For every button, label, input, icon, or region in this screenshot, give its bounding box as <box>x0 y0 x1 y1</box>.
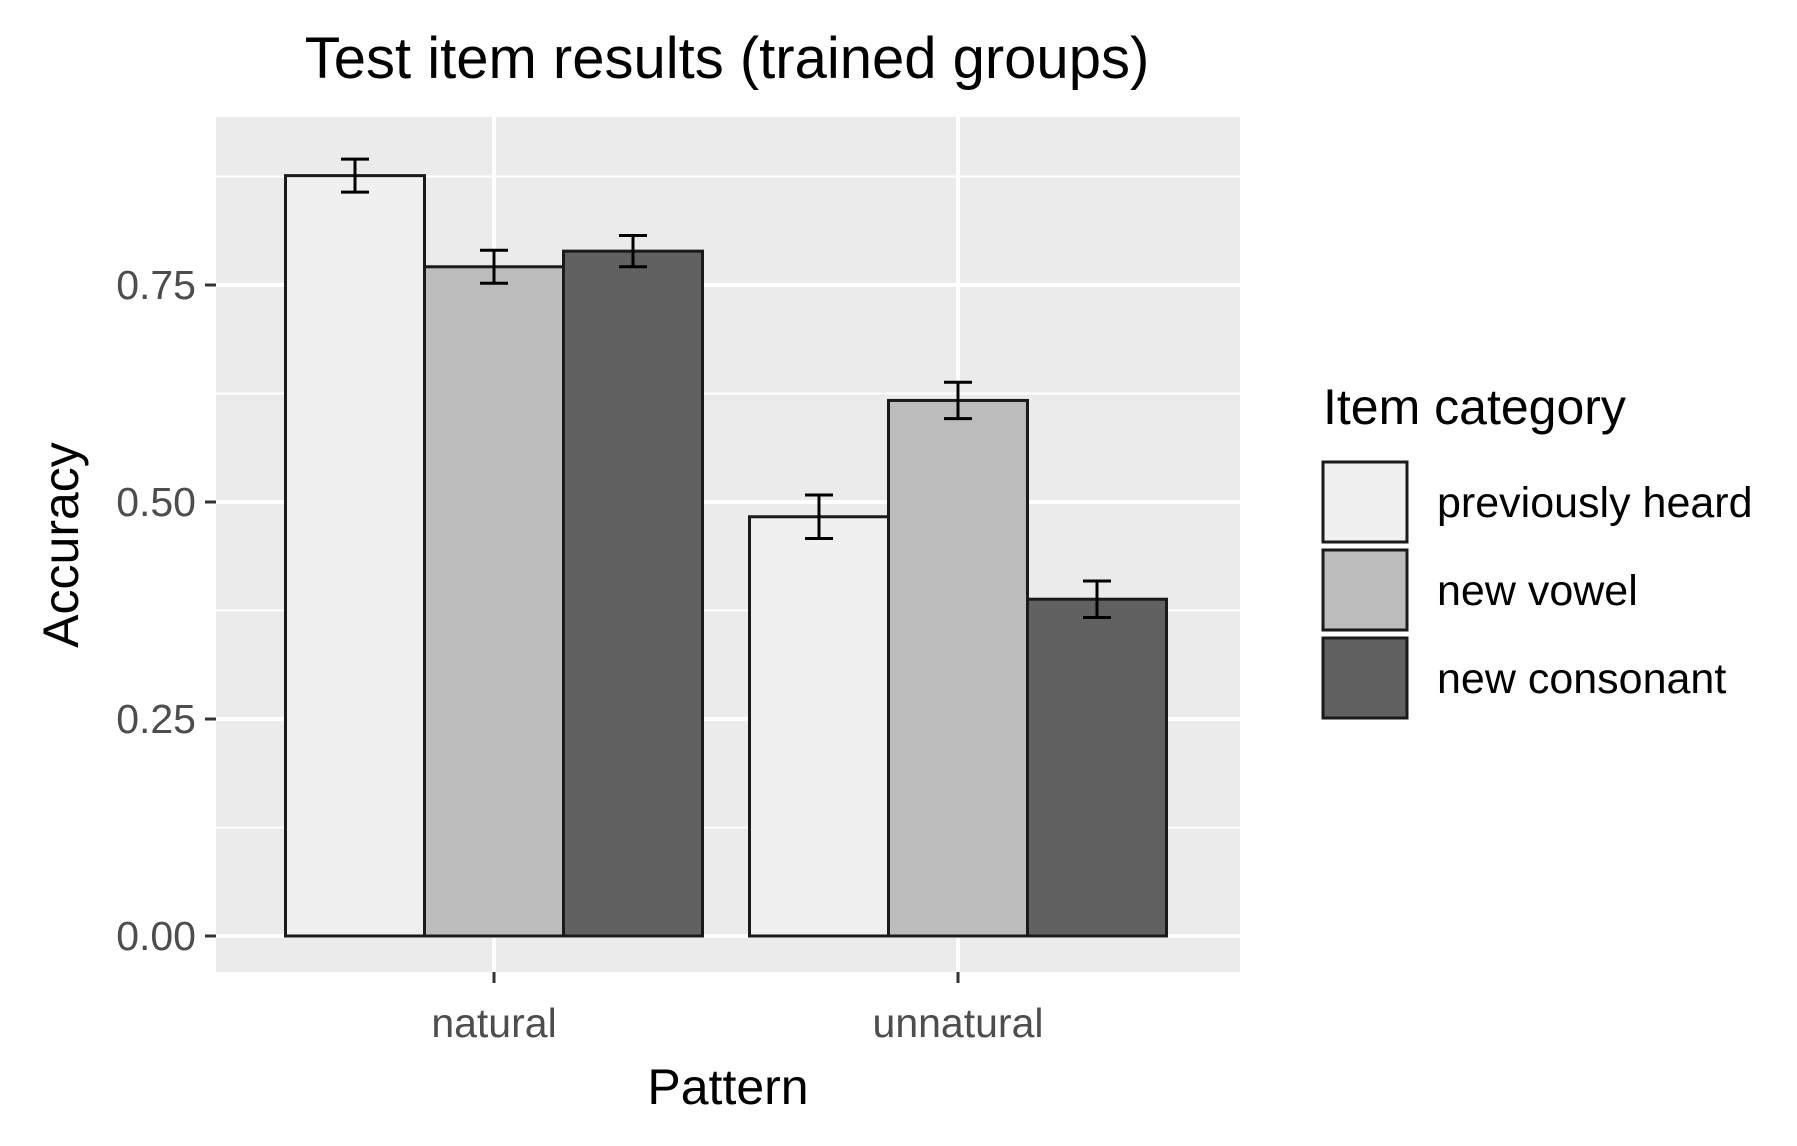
chart-title: Test item results (trained groups) <box>305 26 1150 91</box>
error-bar <box>944 380 972 421</box>
error-bar <box>341 157 369 194</box>
x-tick-label: unnatural <box>873 1000 1044 1046</box>
y-axis: 0.00 0.25 0.50 0.75 <box>116 262 216 959</box>
error-bar <box>1083 579 1111 619</box>
y-tick-label: 0.50 <box>116 479 196 525</box>
bar <box>284 174 426 938</box>
error-bar <box>480 248 508 285</box>
legend-title: Item category <box>1323 379 1626 435</box>
y-axis-title: Accuracy <box>33 442 89 648</box>
x-axis: natural unnatural <box>431 972 1043 1046</box>
y-tick-label: 0.25 <box>116 696 196 742</box>
legend: Item category previously heard new vowel n… <box>1321 379 1753 720</box>
error-bar <box>805 493 833 540</box>
legend-label: previously heard <box>1437 479 1753 527</box>
x-axis-title: Pattern <box>647 1059 808 1115</box>
legend-label: new consonant <box>1437 655 1726 703</box>
y-tick-label: 0.75 <box>116 262 196 308</box>
y-tick-label: 0.00 <box>116 913 196 959</box>
bar <box>1026 597 1168 938</box>
bar <box>748 515 890 938</box>
bar <box>423 265 565 938</box>
x-tick-label: natural <box>431 1000 556 1046</box>
legend-key <box>1321 636 1409 720</box>
bar <box>562 249 704 938</box>
legend-key <box>1321 548 1409 632</box>
bar <box>887 398 1029 938</box>
legend-key <box>1321 460 1409 544</box>
error-bars <box>341 157 1111 619</box>
bars <box>284 174 1168 938</box>
legend-label: new vowel <box>1437 567 1638 615</box>
error-bar <box>619 234 647 269</box>
